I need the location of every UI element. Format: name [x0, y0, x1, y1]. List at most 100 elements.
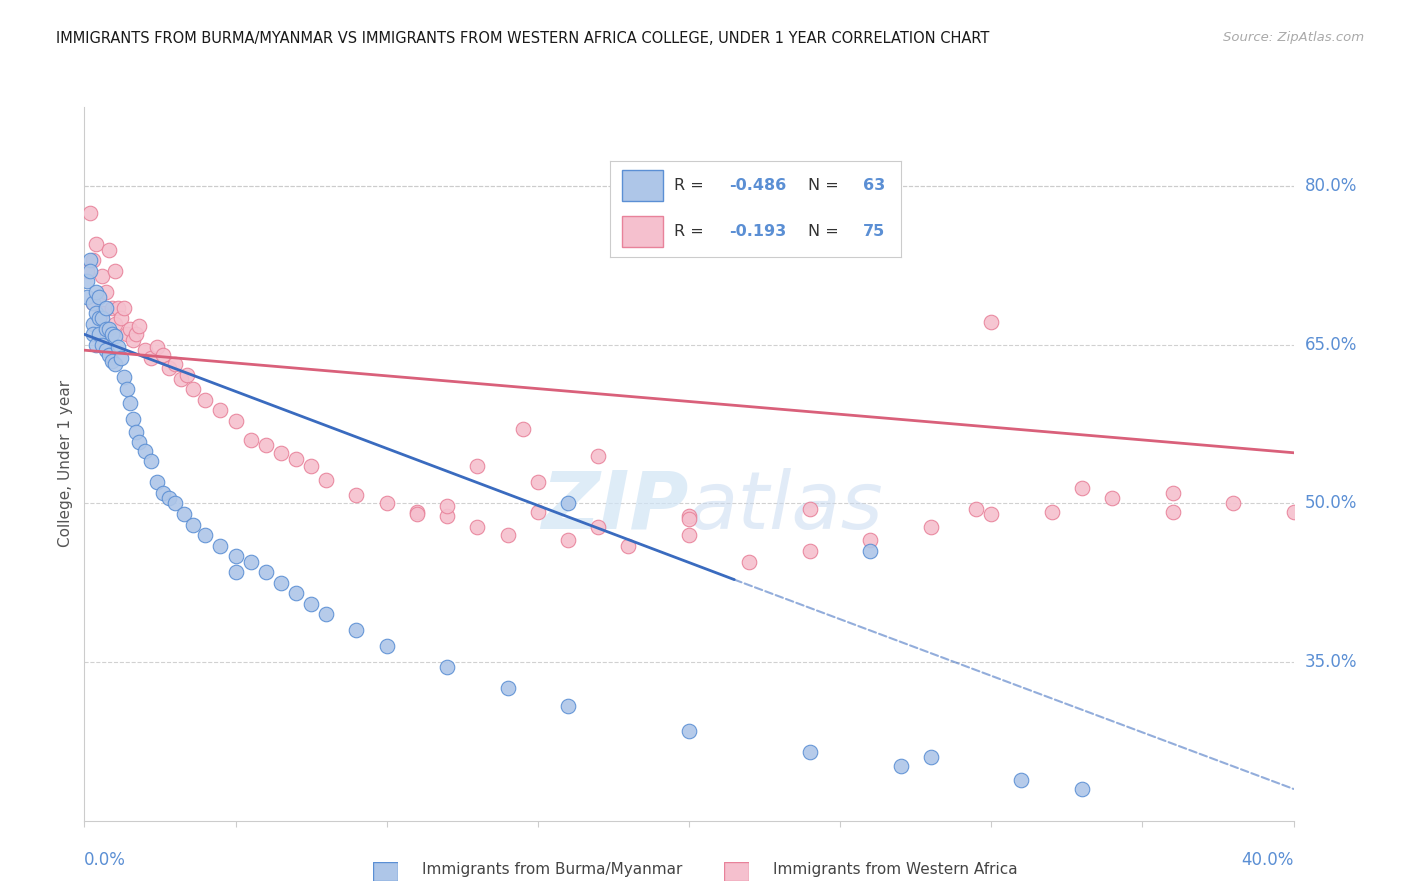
Point: [678, 528, 700, 542]
Point: [94, 322, 117, 336]
Text: 65.0%: 65.0%: [1305, 336, 1357, 354]
Point: [1161, 486, 1184, 500]
Point: [152, 349, 174, 363]
Point: [557, 699, 579, 714]
Point: [97, 349, 120, 363]
Point: [146, 475, 169, 490]
Point: [125, 425, 148, 439]
Text: atlas: atlas: [689, 467, 884, 546]
Point: [284, 586, 308, 600]
Point: [112, 369, 135, 384]
Point: [496, 681, 519, 696]
Text: 35.0%: 35.0%: [1305, 653, 1357, 671]
Point: [496, 528, 519, 542]
Point: [194, 392, 217, 407]
Point: [89, 290, 111, 304]
Point: [82, 295, 104, 310]
Point: [134, 343, 156, 358]
Point: [557, 496, 579, 510]
Point: [118, 396, 141, 410]
Bar: [621, 217, 662, 247]
Point: [254, 565, 277, 579]
Point: [270, 575, 292, 590]
Point: [82, 317, 104, 331]
Point: [100, 327, 122, 342]
Point: [209, 403, 232, 417]
Point: [239, 433, 262, 447]
Point: [76, 264, 98, 278]
Point: [157, 491, 180, 506]
Point: [110, 351, 132, 365]
Point: [107, 301, 129, 315]
Text: N =: N =: [807, 178, 844, 193]
Point: [436, 499, 458, 513]
Point: [859, 227, 882, 241]
Text: -0.486: -0.486: [730, 178, 786, 193]
Point: [588, 449, 610, 463]
Point: [94, 343, 117, 358]
Point: [82, 327, 104, 342]
Point: [467, 520, 489, 534]
Text: 50.0%: 50.0%: [1305, 494, 1357, 513]
Point: [176, 368, 198, 382]
Point: [100, 353, 122, 368]
Point: [346, 488, 368, 502]
Point: [139, 454, 162, 468]
Text: 80.0%: 80.0%: [1305, 178, 1357, 195]
Point: [375, 496, 398, 510]
Point: [91, 269, 114, 284]
Point: [97, 243, 120, 257]
Text: N =: N =: [807, 225, 844, 239]
Point: [890, 758, 912, 772]
Point: [526, 505, 548, 519]
Point: [89, 311, 111, 326]
Point: [375, 639, 398, 653]
Point: [1101, 491, 1123, 506]
Point: [1071, 781, 1094, 796]
Point: [299, 459, 322, 474]
Point: [86, 237, 108, 252]
Point: [163, 357, 186, 371]
Point: [170, 372, 193, 386]
Point: [1071, 481, 1094, 495]
Point: [91, 306, 114, 320]
Text: IMMIGRANTS FROM BURMA/MYANMAR VS IMMIGRANTS FROM WESTERN AFRICA COLLEGE, UNDER 1: IMMIGRANTS FROM BURMA/MYANMAR VS IMMIGRA…: [56, 31, 990, 46]
Point: [1040, 505, 1063, 519]
Point: [980, 507, 1002, 521]
Point: [436, 660, 458, 674]
Point: [121, 412, 143, 426]
Point: [110, 311, 132, 326]
Point: [94, 322, 117, 336]
Point: [82, 295, 104, 310]
Bar: [621, 170, 662, 201]
Text: ZIP: ZIP: [541, 467, 689, 546]
Point: [181, 517, 204, 532]
Point: [121, 333, 143, 347]
Point: [115, 382, 138, 396]
Text: R =: R =: [675, 225, 709, 239]
Point: [89, 290, 111, 304]
Point: [617, 539, 640, 553]
Text: Source: ZipAtlas.com: Source: ZipAtlas.com: [1223, 31, 1364, 45]
Point: [100, 301, 122, 315]
Point: [1282, 505, 1305, 519]
Point: [588, 520, 610, 534]
Point: [678, 512, 700, 526]
Point: [965, 501, 987, 516]
Text: Immigrants from Burma/Myanmar: Immigrants from Burma/Myanmar: [422, 863, 682, 877]
Point: [436, 509, 458, 524]
Point: [173, 507, 195, 521]
Point: [346, 624, 368, 638]
Point: [859, 533, 882, 548]
Point: [526, 475, 548, 490]
Text: R =: R =: [675, 178, 709, 193]
Point: [125, 327, 148, 342]
Text: 75: 75: [863, 225, 884, 239]
Point: [194, 528, 217, 542]
Point: [97, 322, 120, 336]
Point: [239, 555, 262, 569]
Point: [467, 459, 489, 474]
Point: [94, 301, 117, 315]
Point: [980, 315, 1002, 329]
Point: [406, 507, 429, 521]
